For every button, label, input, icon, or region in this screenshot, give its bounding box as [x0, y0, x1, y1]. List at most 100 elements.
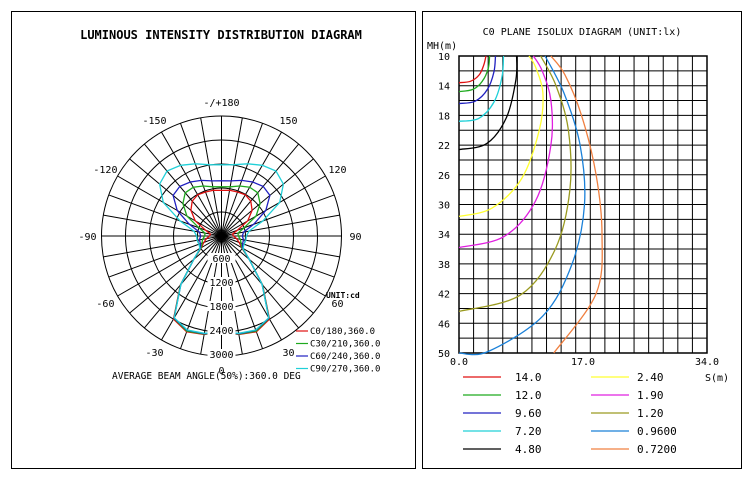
y-tick-label: 18: [438, 111, 450, 122]
polar-grid-spoke: [103, 235, 222, 258]
polar-grid-spoke: [103, 214, 222, 237]
y-tick-label: 10: [438, 52, 450, 63]
isolux-line-2.40: [458, 55, 544, 218]
angle-label: -60: [96, 299, 114, 310]
polar-grid-spoke: [221, 235, 335, 278]
isolux-legend: 14.0 12.0 9.60 7.20 4.80 2.40 1.90 1.20 0.9600 0.…: [463, 371, 677, 456]
x-tick-labels: 0.0 17.0 34.0: [450, 357, 719, 368]
isolux-grid: [458, 55, 708, 354]
polar-grid-spoke: [143, 235, 222, 329]
y-tick-labels: 10 14 18 22 26 30 34 38 42 46 50: [438, 52, 450, 360]
polar-grid-spoke: [221, 175, 326, 237]
y-tick-label: 30: [438, 201, 450, 212]
radial-label: 1800: [209, 302, 233, 313]
radial-label-bg: [207, 301, 236, 311]
y-axis-label: MH(m): [427, 41, 457, 52]
polar-grid-spoke: [221, 131, 282, 237]
polar-grid-spoke: [221, 214, 340, 237]
angle-label: 150: [279, 116, 297, 127]
radial-label: 600: [212, 254, 230, 265]
radial-labels: 600 1200 1800 2400 3000 0: [207, 231, 236, 361]
angle-label: 30: [282, 348, 294, 359]
polar-grid-spoke: [129, 158, 222, 237]
x-tick-label: 17.0: [571, 357, 595, 368]
radial-label-bg: [207, 253, 236, 263]
polar-grid-spoke: [221, 235, 326, 297]
polar-grid-spoke: [117, 175, 222, 237]
series-line-C90/270,360.0: [158, 163, 285, 334]
polar-grid-spoke: [129, 235, 222, 314]
polar-grid-spoke: [179, 123, 222, 237]
unit-label: UNIT:cd: [326, 291, 360, 300]
polar-chart: LUMINOUS INTENSITY DISTRIBUTION DIAGRAM -…: [78, 28, 380, 382]
x-tick-label: 34.0: [695, 357, 719, 368]
legend-label: 1.20: [637, 407, 664, 420]
legend-label: 2.40: [637, 371, 664, 384]
legend-label: 12.0: [515, 389, 542, 402]
isolux-line-7.20: [458, 55, 505, 122]
series-line-C30/210,360.0: [173, 185, 270, 335]
legend-label: 0.7200: [637, 443, 677, 456]
isolux-line-9.60: [458, 55, 497, 105]
legend-label: C30/210,360.0: [310, 340, 380, 350]
angle-label: -150: [142, 116, 166, 127]
polar-legend: C0/180,360.0 C30/210,360.0 C60/240,360.0 C9…: [296, 327, 380, 375]
x-axis-label: S(m): [705, 373, 729, 384]
polar-grid-spoke: [221, 235, 300, 329]
legend-label: C90/270,360.0: [310, 365, 380, 375]
polar-grid-spoke: [161, 131, 222, 237]
y-tick-label: 46: [438, 319, 450, 330]
isolux-line-1.90: [458, 55, 554, 249]
y-tick-label: 14: [438, 82, 450, 93]
isolux-line-0.9600: [458, 55, 586, 356]
isolux-line-1.20: [458, 55, 572, 313]
legend-label: 0.9600: [637, 425, 677, 438]
radial-label-bg: [207, 349, 236, 359]
x-tick-label: 0.0: [450, 357, 468, 368]
polar-grid-spoke: [221, 117, 243, 237]
angle-labels: -/+180 150 120 90 60 30 0 -30 -60 -90 -120 -150: [78, 98, 361, 377]
intensity-distribution-panel: LUMINOUS INTENSITY DISTRIBUTION DIAGRAM -…: [11, 11, 416, 469]
polar-grid-spoke: [200, 117, 222, 237]
legend-label: 7.20: [515, 425, 542, 438]
isolux-series: [458, 55, 603, 356]
angle-label: -30: [145, 348, 163, 359]
polar-grid-spoke: [221, 123, 264, 237]
polar-grid-spoke: [221, 158, 314, 237]
radial-label: 3000: [209, 350, 233, 361]
isolux-panel: C0 PLANE ISOLUX DIAGRAM (UNIT:lx) MH(m) 10…: [422, 11, 742, 469]
angle-label: 60: [332, 299, 344, 310]
legend-label: 4.80: [515, 443, 542, 456]
plot-frame: [458, 55, 708, 354]
radial-label: 2400: [209, 326, 233, 337]
angle-label: -90: [78, 232, 96, 243]
angle-label: 120: [329, 165, 347, 176]
y-tick-label: 26: [438, 171, 450, 182]
chart-title: LUMINOUS INTENSITY DISTRIBUTION DIAGRAM: [80, 28, 362, 42]
polar-grid-spoke: [108, 235, 222, 278]
polar-grid-spoke: [221, 235, 340, 258]
legend-label: C0/180,360.0: [310, 327, 375, 337]
polar-series: [158, 163, 285, 336]
isolux-line-0.7200: [550, 55, 603, 354]
polar-grid-spoke: [143, 143, 222, 237]
isolux-line-4.80: [458, 55, 518, 151]
angle-label: -/+180: [203, 98, 239, 109]
y-tick-label: 34: [438, 230, 450, 241]
polar-grid-spoke: [108, 194, 222, 237]
isolux-line-12.0: [458, 55, 491, 93]
isolux-line-14.0: [458, 55, 487, 84]
chart-title: C0 PLANE ISOLUX DIAGRAM (UNIT:lx): [483, 27, 682, 38]
polar-grid-spoke: [117, 235, 222, 297]
polar-grid-spoke: [221, 235, 314, 314]
radial-label-bg: [207, 277, 236, 287]
angle-label: 0: [218, 366, 224, 377]
legend-label: 1.90: [637, 389, 664, 402]
legend-label: 14.0: [515, 371, 542, 384]
radial-origin-label: 0: [218, 231, 224, 242]
isolux-chart: C0 PLANE ISOLUX DIAGRAM (UNIT:lx) MH(m)10…: [427, 27, 729, 456]
radial-label: 1200: [209, 278, 233, 289]
legend-label: 9.60: [515, 407, 542, 420]
y-tick-label: 42: [438, 290, 450, 301]
y-tick-label: 22: [438, 141, 450, 152]
